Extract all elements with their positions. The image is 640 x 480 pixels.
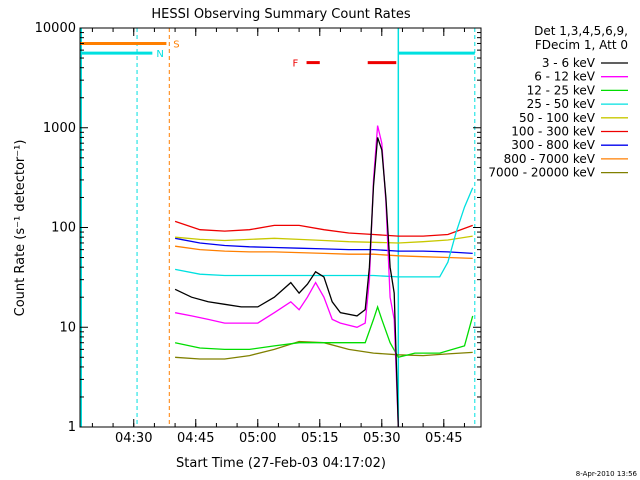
legend-entry-label: 100 - 300 keV bbox=[511, 125, 595, 139]
y-tick-label: 10 bbox=[59, 320, 76, 335]
series-line-4 bbox=[175, 235, 473, 244]
y-axis-label: Count Rate (s⁻¹ detector⁻¹) bbox=[13, 140, 28, 317]
date-stamp: 8-Apr-2010 13:56 bbox=[576, 470, 638, 478]
y-tick-label: 10000 bbox=[35, 21, 76, 36]
axis-ticks: 1 10 100 1000 10000 04:30 04:45 05:00 05:15 05:30… bbox=[35, 21, 481, 446]
y-tick-label: 1 bbox=[68, 420, 76, 435]
series-line-5 bbox=[174, 220, 473, 237]
series-line-2 bbox=[174, 304, 474, 359]
flag-label-F: F bbox=[293, 59, 299, 70]
x-tick-label: 05:15 bbox=[301, 431, 338, 446]
x-tick-label: 05:00 bbox=[239, 431, 276, 446]
legend-entry-label: 800 - 7000 keV bbox=[504, 152, 596, 166]
series-line-1 bbox=[174, 125, 399, 428]
plot-frame bbox=[79, 27, 482, 428]
series-line-0 bbox=[174, 137, 399, 428]
chart-title: HESSI Observing Summary Count Rates bbox=[151, 7, 410, 22]
legend-entry-label: 300 - 800 keV bbox=[511, 138, 595, 152]
series-line-8 bbox=[175, 340, 473, 360]
legend-entry-label: 12 - 25 keV bbox=[527, 83, 596, 97]
y-tick-label: 1000 bbox=[43, 121, 76, 136]
legend-header-line: FDecim 1, Att 0 bbox=[535, 38, 628, 52]
legend-entry-label: 7000 - 20000 keV bbox=[488, 166, 595, 180]
x-tick-label: 04:45 bbox=[177, 431, 214, 446]
y-tick-label: 100 bbox=[51, 221, 76, 236]
legend-header-line: Det 1,3,4,5,6,9, bbox=[534, 24, 628, 38]
legend-entry-label: 25 - 50 keV bbox=[527, 97, 596, 111]
legend-entry-label: 3 - 6 keV bbox=[542, 56, 596, 70]
series-line-7 bbox=[175, 245, 473, 260]
x-tick-label: 05:30 bbox=[363, 431, 400, 446]
series-line-3 bbox=[174, 187, 474, 278]
x-tick-label: 04:30 bbox=[115, 431, 152, 446]
flag-label-S: S bbox=[173, 39, 179, 50]
series-line-6 bbox=[174, 237, 473, 255]
plot-area: SN F bbox=[80, 28, 476, 428]
legend: Det 1,3,4,5,6,9,FDecim 1, Att 0 3 - 6 keV… bbox=[488, 24, 628, 180]
legend-entry-label: 6 - 12 keV bbox=[534, 70, 596, 84]
x-axis-label: Start Time (27-Feb-03 04:17:02) bbox=[176, 456, 386, 471]
flag-label-N: N bbox=[156, 49, 163, 60]
legend-entry-label: 50 - 100 keV bbox=[519, 111, 596, 125]
x-tick-label: 05:45 bbox=[425, 431, 462, 446]
